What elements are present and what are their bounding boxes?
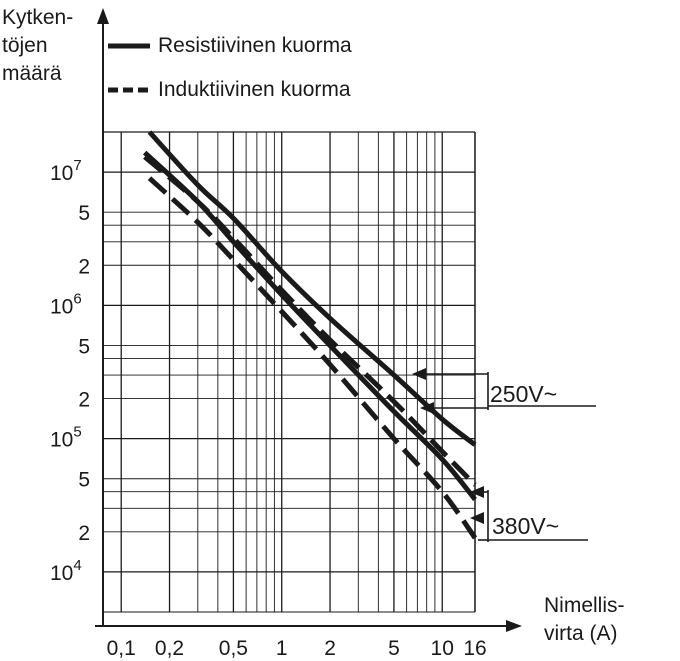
x-tick-label: 16 <box>463 637 486 660</box>
y-tick-label: 5 <box>78 469 90 492</box>
callout-arrow <box>420 402 434 414</box>
x-tick-label: 5 <box>388 637 400 660</box>
legend-label: Induktiivinen kuorma <box>158 78 351 101</box>
x-axis-label: virta (A) <box>544 622 618 645</box>
y-tick-label: 106 <box>50 290 82 318</box>
y-tick-label: 5 <box>78 202 90 225</box>
voltage-label: 250V~ <box>490 381 557 407</box>
callout-arrow <box>470 512 484 524</box>
y-tick-label: 5 <box>78 335 90 358</box>
x-tick-label: 0,1 <box>107 637 136 660</box>
series-line <box>143 154 477 487</box>
series-line <box>142 150 477 501</box>
y-axis-arrow <box>97 8 109 24</box>
series-line <box>147 130 477 447</box>
y-tick-label: 104 <box>50 557 82 585</box>
legend-label: Resistiivinen kuorma <box>158 34 352 57</box>
y-tick-label: 107 <box>50 157 82 185</box>
x-tick-label: 0,2 <box>155 637 184 660</box>
y-axis-label: Kytken- <box>2 6 73 29</box>
x-tick-label: 10 <box>431 637 454 660</box>
y-tick-label: 2 <box>78 389 90 412</box>
y-tick-label: 2 <box>78 255 90 278</box>
callout-arrow <box>412 368 426 380</box>
y-axis-label: töjen <box>2 34 48 57</box>
x-tick-label: 0,5 <box>219 637 248 660</box>
y-axis-label: määrä <box>2 62 62 85</box>
x-tick-label: 2 <box>324 637 336 660</box>
callout-arrow <box>470 486 484 498</box>
x-axis-arrow <box>506 620 522 632</box>
y-tick-label: 105 <box>50 424 82 452</box>
y-tick-label: 2 <box>78 522 90 545</box>
voltage-label: 380V~ <box>492 513 559 539</box>
x-axis-label: Nimellis- <box>544 594 625 617</box>
series-line <box>147 176 478 540</box>
x-tick-label: 1 <box>276 637 288 660</box>
